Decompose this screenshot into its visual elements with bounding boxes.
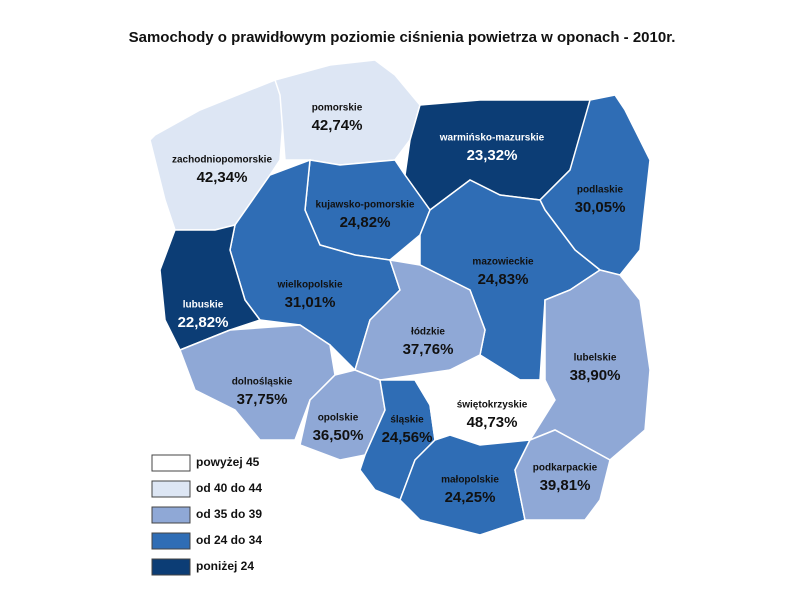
region (514, 429, 611, 521)
region-value: 31,01% (285, 294, 336, 311)
region-name: śląskie (390, 415, 424, 426)
region-value: 37,75% (237, 391, 288, 408)
legend-label: powyżej 45 (196, 455, 260, 469)
region-name: kujawsko-pomorskie (316, 200, 415, 211)
region-value: 48,73% (467, 414, 518, 431)
region-value: 39,81% (540, 477, 591, 494)
region-value: 23,32% (467, 147, 518, 164)
region (528, 269, 651, 461)
legend-swatch (151, 506, 191, 524)
region-value: 24,82% (340, 214, 391, 231)
map-title: Samochody o prawidłowym poziomie ciśnien… (129, 29, 676, 46)
legend-label: od 24 do 34 (196, 533, 262, 547)
region-name: dolnośląskie (232, 377, 293, 388)
region-value: 36,50% (313, 427, 364, 444)
region-name: małopolskie (441, 475, 499, 486)
region-name: warmińsko-mazurskie (439, 133, 545, 144)
region (274, 59, 421, 166)
legend-swatch (151, 480, 191, 498)
region-name: lubelskie (574, 353, 617, 364)
region-value: 38,90% (570, 367, 621, 384)
region-name: wielkopolskie (276, 280, 342, 291)
region-name: mazowieckie (472, 257, 534, 268)
region-value: 30,05% (575, 199, 626, 216)
region (159, 223, 262, 351)
region-value: 42,74% (312, 117, 363, 134)
legend-label: od 40 do 44 (196, 481, 262, 495)
legend-swatch (151, 532, 191, 550)
region (399, 434, 532, 536)
region-name: zachodniopomorskie (172, 155, 272, 166)
region-value: 24,25% (445, 489, 496, 506)
region-name: łódzkie (411, 327, 445, 338)
region-value: 37,76% (403, 341, 454, 358)
region-name: podlaskie (577, 185, 624, 196)
region-name: opolskie (318, 413, 359, 424)
legend-swatch (151, 454, 191, 472)
region-value: 42,34% (197, 169, 248, 186)
region-value: 24,83% (478, 271, 529, 288)
region-value: 24,56% (382, 429, 433, 446)
region-name: lubuskie (183, 300, 224, 311)
region-name: podkarpackie (533, 463, 598, 474)
legend-label: poniżej 24 (196, 559, 254, 573)
region-name: pomorskie (312, 103, 363, 114)
legend-label: od 35 do 39 (196, 507, 262, 521)
region-value: 22,82% (178, 314, 229, 331)
region-name: świętokrzyskie (457, 400, 528, 411)
legend-swatch (151, 558, 191, 576)
